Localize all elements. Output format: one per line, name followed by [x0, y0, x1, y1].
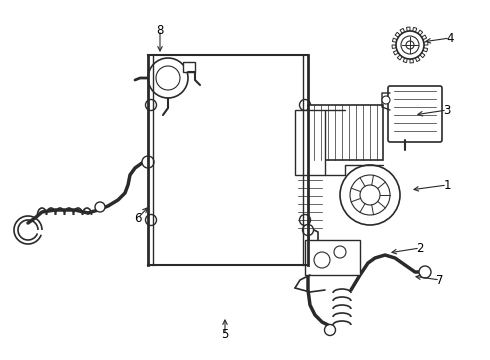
- Circle shape: [95, 202, 105, 212]
- Bar: [183, 62, 195, 72]
- Circle shape: [314, 252, 330, 268]
- Text: 4: 4: [446, 32, 454, 45]
- Polygon shape: [413, 27, 417, 32]
- Bar: [308, 105, 383, 160]
- Bar: [148, 55, 154, 265]
- Circle shape: [419, 266, 431, 278]
- Polygon shape: [420, 53, 425, 58]
- Polygon shape: [397, 55, 402, 60]
- Circle shape: [299, 99, 311, 111]
- Circle shape: [299, 215, 311, 225]
- Polygon shape: [400, 28, 405, 33]
- Circle shape: [148, 58, 188, 98]
- Polygon shape: [403, 58, 407, 63]
- Text: 8: 8: [156, 23, 164, 36]
- Bar: [295, 110, 325, 175]
- Polygon shape: [395, 32, 400, 37]
- Circle shape: [396, 31, 424, 59]
- Polygon shape: [393, 50, 398, 55]
- Polygon shape: [392, 45, 396, 49]
- FancyBboxPatch shape: [388, 86, 442, 142]
- Polygon shape: [407, 27, 410, 31]
- Circle shape: [350, 175, 390, 215]
- Bar: [305, 240, 360, 275]
- Polygon shape: [421, 35, 427, 40]
- Polygon shape: [418, 30, 423, 35]
- Bar: [302, 55, 308, 265]
- Circle shape: [334, 246, 346, 258]
- Polygon shape: [410, 59, 414, 63]
- Circle shape: [142, 156, 154, 168]
- Circle shape: [156, 66, 180, 90]
- Circle shape: [302, 225, 314, 235]
- Circle shape: [382, 96, 390, 104]
- Circle shape: [146, 99, 156, 111]
- Text: 2: 2: [416, 242, 424, 255]
- Polygon shape: [423, 48, 428, 52]
- Polygon shape: [416, 57, 420, 62]
- Circle shape: [340, 165, 400, 225]
- Polygon shape: [424, 41, 428, 45]
- Text: 5: 5: [221, 328, 229, 342]
- Circle shape: [146, 215, 156, 225]
- Circle shape: [324, 324, 336, 336]
- Text: 1: 1: [443, 179, 451, 192]
- Text: 3: 3: [443, 104, 451, 117]
- Text: 6: 6: [134, 212, 142, 225]
- Circle shape: [401, 36, 419, 54]
- Circle shape: [360, 185, 380, 205]
- Bar: [148, 55, 308, 265]
- Circle shape: [406, 41, 414, 49]
- Polygon shape: [392, 38, 397, 42]
- Text: 7: 7: [436, 274, 444, 287]
